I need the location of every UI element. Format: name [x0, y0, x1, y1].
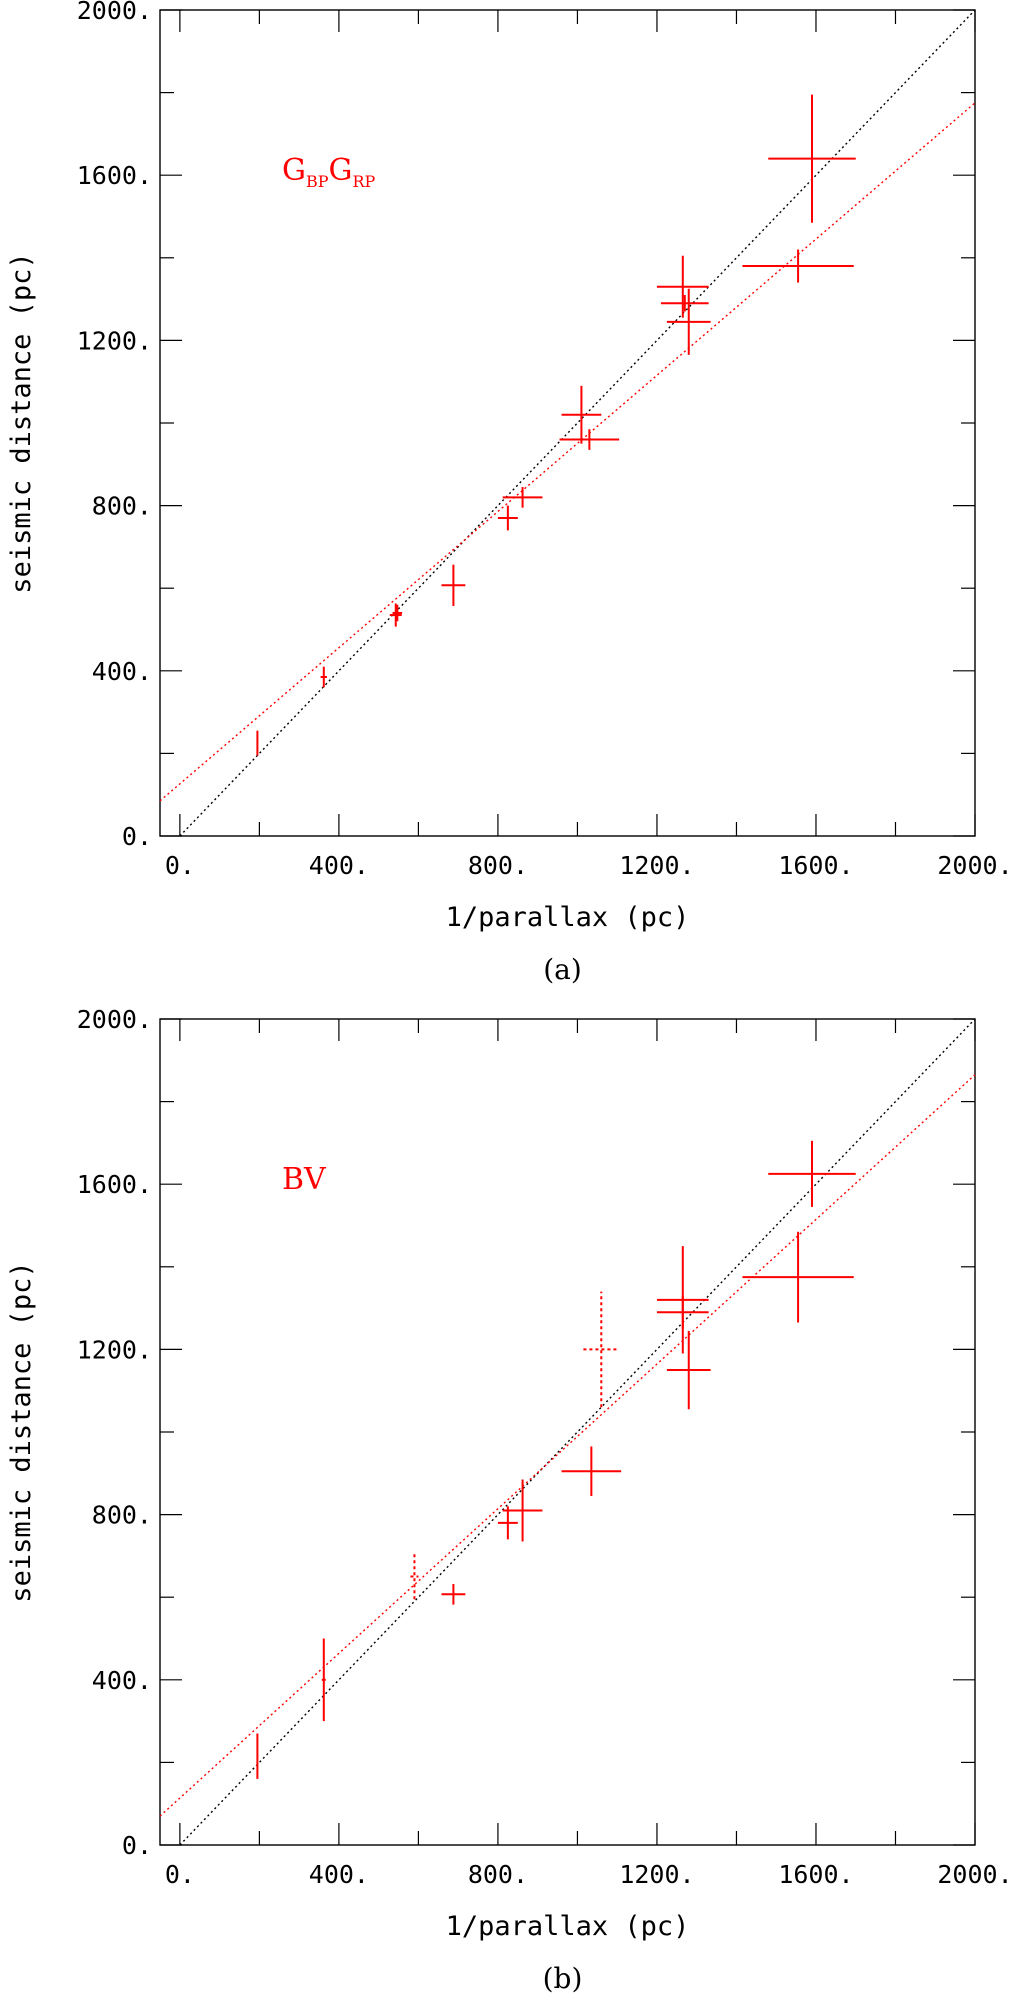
- panel-b-series-label-bv: BV: [282, 1162, 327, 1197]
- panel-a-data-point: [768, 94, 856, 223]
- panel-a-x-tick-label: 1200.: [619, 851, 694, 880]
- panel-b-plot-frame: [159, 1018, 976, 1846]
- panel-a-data-point: [656, 255, 709, 318]
- panel-b-data-point: [502, 1479, 543, 1542]
- panel-b-x-tick-label: 800.: [468, 1860, 528, 1889]
- panel-b-tick-labels: 0. 400. 800. 1200. 1600. 2000. 0. 400. 800. 1200.…: [77, 1005, 1013, 1889]
- panel-b-x-tick-label: 1200.: [619, 1860, 694, 1889]
- panel-a-y-tick-label: 1200.: [77, 326, 152, 355]
- panel-b-fit-line: [159, 1074, 976, 1817]
- panel-a-x-tick-label: 1600.: [778, 851, 853, 880]
- panel-a-y-tick-label: 800.: [92, 492, 152, 521]
- panel-a-y-tick-label: 2000.: [77, 0, 152, 25]
- panel-b-y-tick-label: 1200.: [77, 1335, 152, 1364]
- panel-a-data-point: [561, 385, 602, 444]
- panel-b-x-tick-label: 0.: [165, 1860, 195, 1889]
- panel-b-data-point: [441, 1583, 466, 1605]
- panel-b-data-point: [583, 1291, 620, 1408]
- panel-a-caption: (a): [543, 953, 582, 986]
- panel-b-x-tick-label: 1600.: [778, 1860, 853, 1889]
- panel-a-data-points: [256, 94, 856, 756]
- panel-b-data-point: [768, 1140, 856, 1207]
- panel-a-x-tick-label: 800.: [468, 851, 528, 880]
- panel-b-data-point: [561, 1446, 622, 1497]
- panel-b-x-tick-label: 2000.: [937, 1860, 1012, 1889]
- panel-b-y-tick-label: 2000.: [77, 1005, 152, 1034]
- panel-a-data-point: [502, 487, 543, 508]
- panel-b-series-label: BV: [282, 1162, 327, 1197]
- panel-a-x-axis-title: 1/parallax (pc): [446, 902, 690, 933]
- panel-b-data-point: [742, 1231, 854, 1323]
- panel-a-reference-lines: [159, 9, 976, 837]
- panel-a-tick-labels: 0. 400. 800. 1200. 1600. 2000. 0. 400. 800. 1200.…: [77, 0, 1013, 880]
- panel-a-y-tick-label: 0.: [122, 822, 152, 851]
- panel-b-data-point: [666, 1330, 711, 1410]
- panel-b-data-point: [321, 1638, 326, 1722]
- panel-b-caption: (b): [543, 1962, 583, 1995]
- panel-a-data-point: [392, 604, 403, 622]
- panel-a-data-point: [389, 603, 402, 627]
- panel-b-data-point: [256, 1733, 259, 1779]
- panel-b-x-axis-title: 1/parallax (pc): [446, 1911, 690, 1942]
- panel-b-identity-line: [179, 1018, 976, 1846]
- panel-a-plot-frame: [159, 9, 976, 837]
- panel-a-x-tick-label: 0.: [165, 851, 195, 880]
- panel-b-data-point: [410, 1553, 419, 1600]
- panel-a-data-point: [256, 730, 259, 756]
- panel-a-data-point: [559, 429, 620, 450]
- panel-b-frame-ticks: [159, 1018, 976, 1846]
- panel-a-y-tick-label: 1600.: [77, 161, 152, 190]
- panel-a-y-tick-label: 400.: [92, 657, 152, 686]
- panel-a-identity-line: [179, 9, 976, 837]
- panel-b-y-tick-label: 800.: [92, 1501, 152, 1530]
- panel-a-series-label-rp: RP: [352, 172, 375, 191]
- panel-a-x-tick-label: 400.: [309, 851, 369, 880]
- panel-a-data-point: [660, 294, 709, 312]
- panel-b-data-points: [256, 1140, 856, 1779]
- panel-a-series-label-g1: G: [282, 153, 306, 188]
- panel-a-x-tick-label: 2000.: [937, 851, 1012, 880]
- panel-a-data-point: [441, 564, 466, 606]
- panel-b-x-tick-label: 400.: [309, 1860, 369, 1889]
- panel-b-reference-lines: [159, 1018, 976, 1846]
- panel-b-data-point: [656, 1295, 709, 1329]
- panel-a-fit-line: [159, 102, 976, 802]
- panel-a-data-point: [742, 249, 854, 283]
- panel-b-y-tick-label: 400.: [92, 1666, 152, 1695]
- panel-a-series-label-bp: BP: [306, 172, 329, 191]
- panel-b-y-tick-label: 1600.: [77, 1170, 152, 1199]
- panel-a-data-point: [320, 666, 327, 688]
- panel-a-data-point: [666, 288, 711, 355]
- panel-a-y-axis-title: seismic distance (pc): [6, 252, 37, 593]
- panel-b-data-point: [497, 1506, 518, 1540]
- panel-a-series-label: GBPGRP: [282, 153, 376, 191]
- panel-a-frame-ticks: [159, 9, 976, 837]
- panel-b-y-tick-label: 0.: [122, 1831, 152, 1860]
- panel-a-series-label-g2: G: [329, 153, 353, 188]
- panel-b: 0. 400. 800. 1200. 1600. 2000. 0. 400. 800. 1200.…: [6, 1005, 1013, 1995]
- panel-a: 0. 400. 800. 1200. 1600. 2000. 0. 400. 800. 1200.…: [6, 0, 1013, 986]
- panel-a-data-point: [497, 505, 518, 531]
- panel-b-y-axis-title: seismic distance (pc): [6, 1261, 37, 1602]
